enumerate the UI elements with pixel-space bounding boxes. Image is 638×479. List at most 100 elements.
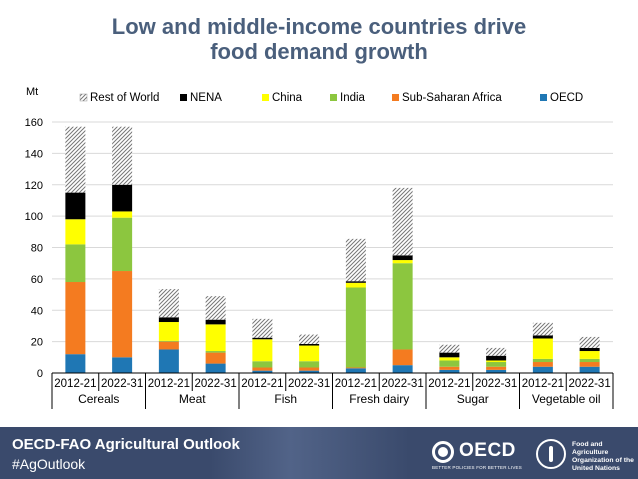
bar-segment xyxy=(112,126,133,185)
bar-segment xyxy=(392,263,413,350)
x-tick-label: 2022-31 xyxy=(101,378,143,390)
bar-segment xyxy=(439,357,460,361)
bar-segment xyxy=(112,184,133,212)
bar-segment xyxy=(345,367,366,369)
bar-segment xyxy=(439,344,460,353)
bar-segment xyxy=(439,352,460,358)
bar-segment xyxy=(532,366,553,373)
bar-segment xyxy=(65,282,86,355)
bar-segment xyxy=(205,296,226,320)
bar-segment xyxy=(65,192,86,220)
y-tick-label: 120 xyxy=(25,180,43,192)
group-label: Fish xyxy=(274,392,297,406)
bar-segment xyxy=(532,335,553,339)
bar-segment xyxy=(299,361,320,368)
bar-segment xyxy=(112,271,133,358)
y-tick-label: 40 xyxy=(31,305,43,317)
bar-segment xyxy=(299,343,320,346)
bar-segment xyxy=(486,347,507,356)
title-line-2: food demand growth xyxy=(210,39,428,64)
bar-segment xyxy=(579,347,600,352)
bar-segment xyxy=(579,362,600,367)
x-tick-label: 2022-31 xyxy=(288,378,330,390)
oecd-logo-word: OECD xyxy=(459,440,516,461)
oecd-globe-icon xyxy=(432,441,454,463)
legend-swatch xyxy=(540,94,547,101)
bar-segment xyxy=(205,363,226,373)
group-label: Sugar xyxy=(457,392,489,406)
y-tick-label: 20 xyxy=(31,337,43,349)
group-label: Vegetable oil xyxy=(532,392,601,406)
bar-segment xyxy=(439,369,460,373)
title-line-1: Low and middle-income countries drive xyxy=(111,14,527,39)
y-tick-label: 0 xyxy=(37,368,43,380)
bar-segment xyxy=(532,322,553,336)
bar-segment xyxy=(532,358,553,363)
oecd-logo: OECD BETTER POLICIES FOR BETTER LIVES xyxy=(432,438,526,472)
bar-segment xyxy=(252,370,273,373)
legend-swatch xyxy=(392,94,399,101)
legend-label: Sub-Saharan Africa xyxy=(402,92,502,104)
bar-segment xyxy=(252,337,273,340)
bar-segment xyxy=(299,345,320,362)
legend-label: Rest of World xyxy=(90,92,159,104)
bar-segment xyxy=(158,317,179,323)
footer-title: OECD-FAO Agricultural Outlook xyxy=(12,436,240,453)
y-tick-label: 140 xyxy=(25,148,43,160)
bar-segment xyxy=(392,187,413,256)
fao-name: Food and Agriculture Organization of the… xyxy=(572,441,634,472)
bar-segment xyxy=(486,355,507,361)
legend-label: NENA xyxy=(190,92,222,104)
bar-segment xyxy=(65,244,86,283)
stacked-bar-chart: 0 20 40 60 80 100 120 140 160 Mt 2012-21 2022-31 201… xyxy=(25,86,614,409)
legend-swatch xyxy=(330,94,337,101)
bar-segment xyxy=(345,281,366,283)
legend-label: India xyxy=(340,92,366,104)
x-tick-label: 2022-31 xyxy=(569,378,611,390)
bar-segment xyxy=(392,260,413,264)
bar-segment xyxy=(252,361,273,368)
bar-segment xyxy=(392,365,413,373)
bar-segment xyxy=(345,238,366,282)
bar-segment xyxy=(158,341,179,350)
footer-hashtag: #AgOutlook xyxy=(12,456,86,472)
bar-segment xyxy=(205,319,226,325)
bar-segment xyxy=(486,362,507,367)
legend-swatch xyxy=(79,93,88,102)
bar-segment xyxy=(65,354,86,373)
x-tick-label: 2012-21 xyxy=(428,378,470,390)
bar-segment xyxy=(112,211,133,218)
bar-segment xyxy=(532,362,553,367)
group-label: Meat xyxy=(179,392,206,406)
bar-segment xyxy=(252,339,273,362)
x-tick-label: 2022-31 xyxy=(195,378,237,390)
bar-segment xyxy=(158,322,179,341)
bar-segment xyxy=(392,349,413,366)
bar-segment xyxy=(205,352,226,364)
y-tick-label: 160 xyxy=(25,117,43,129)
x-tick-label: 2022-31 xyxy=(382,378,424,390)
bar-segment xyxy=(532,338,553,359)
bar-segment xyxy=(579,358,600,363)
legend-swatch xyxy=(180,94,187,101)
bar-segment xyxy=(439,360,460,367)
x-tick-label: 2012-21 xyxy=(241,378,283,390)
bar-segment xyxy=(158,340,179,342)
bar-segment xyxy=(579,351,600,359)
bar-segment xyxy=(299,334,320,344)
bar-segment xyxy=(579,366,600,373)
bar-segment xyxy=(486,369,507,373)
x-tick-label: 2012-21 xyxy=(54,378,96,390)
bar-segment xyxy=(486,366,507,370)
group-label: Fresh dairy xyxy=(349,392,409,406)
bar-segment xyxy=(252,318,273,338)
group-label: Cereals xyxy=(78,392,119,406)
y-tick-label: 100 xyxy=(25,211,43,223)
bar-segment xyxy=(158,349,179,373)
legend-swatch xyxy=(262,94,269,101)
legend-label: China xyxy=(272,92,303,104)
bar-segment xyxy=(299,367,320,371)
bar-segment xyxy=(299,370,320,373)
x-tick-label: 2012-21 xyxy=(522,378,564,390)
bar-segment xyxy=(205,351,226,353)
